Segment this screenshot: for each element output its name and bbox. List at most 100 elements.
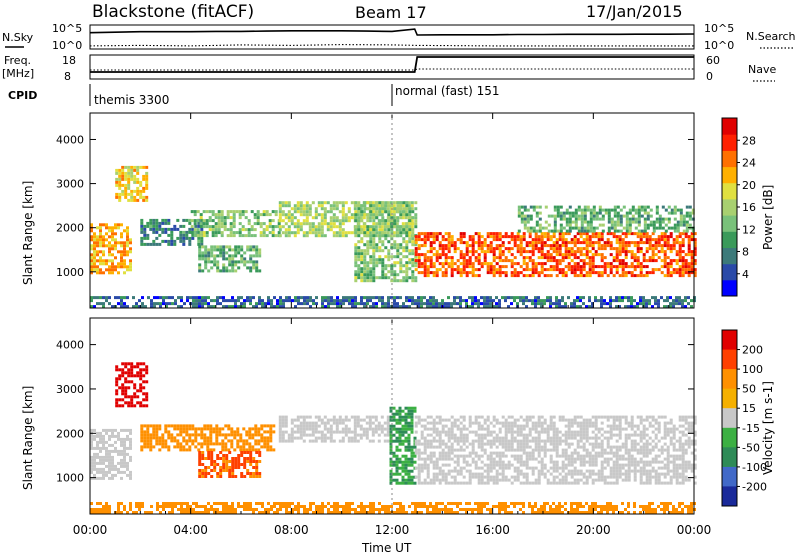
power-cell	[528, 268, 532, 272]
power-cell	[256, 222, 260, 226]
velocity-cell	[311, 421, 315, 425]
power-cell	[393, 279, 397, 283]
velocity-cell	[522, 445, 526, 449]
power-cell	[347, 210, 351, 214]
velocity-cell	[447, 436, 451, 440]
power-cell	[127, 168, 131, 172]
velocity-cell	[441, 457, 445, 461]
power-cell	[142, 186, 146, 190]
power-cell	[317, 201, 321, 205]
noise-left-tick-top: 10^5	[52, 22, 82, 35]
velocity-cell	[531, 421, 535, 425]
power-cell	[519, 265, 523, 269]
velocity-cell	[398, 415, 402, 419]
power-cell	[249, 260, 253, 264]
power-cell	[477, 299, 480, 303]
power-cell	[501, 250, 505, 254]
velocity-cell	[429, 421, 433, 425]
power-cell	[658, 226, 662, 230]
power-cell	[687, 238, 691, 242]
velocity-cell	[136, 365, 140, 369]
velocity-cell	[450, 415, 454, 419]
velocity-cell	[477, 472, 481, 476]
power-cell	[417, 299, 420, 303]
velocity-cell	[161, 436, 165, 440]
velocity-cell	[513, 454, 517, 458]
velocity-cell	[234, 460, 238, 463]
power-cell	[240, 254, 244, 258]
power-cell	[317, 213, 321, 217]
power-cell	[522, 235, 526, 239]
power-cell	[387, 305, 390, 309]
power-cell	[249, 302, 252, 306]
power-cell	[525, 274, 529, 278]
power-cell	[158, 242, 162, 246]
power-cell	[411, 276, 415, 280]
velocity-cell	[504, 454, 508, 458]
power-cell	[675, 271, 679, 275]
power-cell	[381, 267, 385, 271]
power-cell	[613, 220, 617, 224]
power-cell	[601, 208, 605, 212]
velocity-cell	[146, 427, 150, 431]
power-cell	[588, 271, 592, 275]
power-cell	[691, 211, 695, 215]
power-cell	[327, 302, 330, 306]
velocity-cell	[93, 464, 96, 468]
velocity-cell	[201, 463, 205, 466]
power-cell	[585, 247, 589, 251]
power-cell	[357, 240, 361, 244]
velocity-cell	[507, 415, 511, 419]
velocity-cell	[531, 466, 535, 470]
velocity-cell	[407, 457, 411, 461]
power-cell	[411, 299, 414, 303]
velocity-cell	[410, 481, 414, 485]
power-cell	[360, 249, 364, 253]
velocity-cell	[197, 433, 201, 437]
velocity-cell	[145, 392, 149, 396]
power-cell	[435, 305, 438, 309]
power-cell	[411, 243, 415, 247]
power-cell	[366, 270, 370, 274]
velocity-cell	[392, 454, 396, 458]
power-cell	[246, 245, 250, 249]
power-cell	[267, 299, 270, 303]
velocity-cell	[99, 434, 102, 438]
velocity-cell	[236, 430, 240, 434]
power-cell	[666, 247, 670, 251]
velocity-cell	[158, 439, 162, 443]
power-cell	[594, 253, 598, 257]
power-cell	[615, 305, 618, 309]
power-cell	[486, 247, 490, 251]
velocity-cell	[236, 439, 240, 443]
power-cell	[332, 216, 336, 220]
velocity-cell	[225, 460, 229, 463]
power-cell	[399, 252, 403, 256]
velocity-cell	[260, 436, 264, 440]
power-cell	[534, 262, 538, 266]
power-cell	[102, 238, 105, 242]
power-cell	[540, 271, 544, 275]
power-cell	[652, 229, 656, 233]
velocity-cell	[234, 463, 238, 466]
power-cell	[633, 265, 637, 269]
power-cell	[386, 201, 390, 205]
power-cell	[281, 213, 285, 217]
power-cell	[600, 235, 604, 239]
power-cell	[420, 253, 424, 257]
power-cell	[387, 270, 391, 274]
power-cell	[197, 242, 201, 246]
power-cell	[278, 201, 282, 205]
power-cell	[173, 224, 177, 228]
power-cell	[646, 211, 650, 215]
velocity-cell	[126, 428, 129, 432]
power-cell	[679, 211, 683, 215]
power-cell	[612, 232, 616, 236]
velocity-cell	[228, 460, 232, 463]
velocity-cell	[447, 433, 451, 437]
velocity-cell	[269, 439, 273, 443]
power-cell	[350, 231, 354, 235]
power-cell	[414, 302, 417, 306]
velocity-cell	[123, 470, 126, 474]
power-cell	[404, 216, 408, 220]
